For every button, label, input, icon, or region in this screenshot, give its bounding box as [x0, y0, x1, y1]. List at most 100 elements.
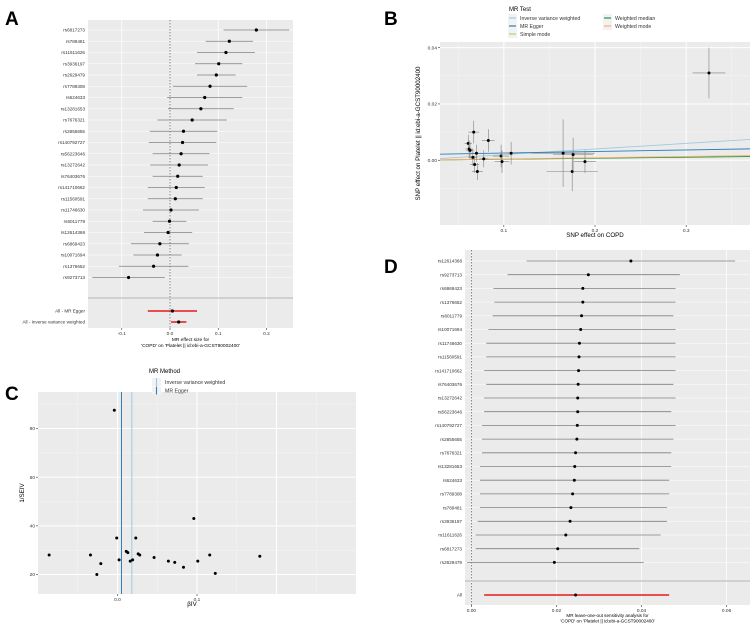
panel-a-snp-label: rs789481: [66, 39, 86, 44]
panel-c-point: [134, 536, 138, 540]
panel-b-fit-line: [439, 155, 751, 161]
panel-c-point: [138, 553, 142, 557]
panel-d-point: [576, 410, 580, 414]
panel-d-snp-label: rs624633: [443, 478, 463, 483]
panel-a-point: [224, 50, 228, 55]
panel-c-point: [117, 558, 121, 562]
panel-b-point: [475, 170, 479, 174]
panel-b-point: [474, 151, 478, 155]
panel-c-point: [208, 553, 212, 557]
panel-a-xtick-label: 0.1: [215, 331, 222, 337]
panel-d-snp-label: rs7676321: [440, 451, 462, 456]
panel-c-point: [181, 565, 185, 569]
panel-b-ytick-label: 0.04: [428, 45, 438, 51]
panel-d-point: [629, 259, 633, 263]
panel-a-point: [158, 242, 162, 246]
panel-c-point: [88, 553, 92, 557]
panel-b-xlabel: SNP effect on COPD: [566, 232, 624, 239]
panel-a-point: [126, 275, 131, 280]
panel-b-legend-label: Simple mode: [520, 32, 550, 38]
panel-d-snp-label: rs2855655: [440, 437, 462, 442]
panel-a-snp-label: rs624633: [66, 95, 86, 100]
panel-a-snp-label: rs6011779: [64, 219, 86, 224]
panel-a-point: [173, 197, 177, 201]
panel-d: rs12614368 rs9273713 rs6869423 rs1376652 rs6…: [435, 250, 750, 624]
panel-a-summary-label: All - MR Egger: [55, 309, 85, 314]
panel-c-point: [128, 559, 132, 563]
panel-d-point: [581, 286, 585, 290]
panel-a-point: [254, 28, 258, 32]
panel-c-point: [213, 571, 217, 575]
panel-a-point: [177, 163, 181, 167]
panel-a-xtick-label: 0.0: [167, 331, 174, 337]
panel-d-snp-label: rs6869423: [440, 286, 462, 291]
panel-d-point: [571, 492, 575, 496]
panel-a-point: [176, 174, 180, 178]
panel-b-point: [471, 155, 475, 159]
panel-b-point: [472, 130, 476, 134]
panel-a-snp-label: rs11560591: [61, 196, 85, 201]
panel-b-point: [500, 160, 504, 164]
panel-b-point: [473, 162, 477, 166]
panel-a-snp-label: rs6817273: [63, 28, 85, 33]
panel-d-xlabel: 'COPD' on 'Platelet || id:ebi-a-GCST9000…: [560, 619, 655, 624]
panel-a-summary-point: [177, 320, 181, 324]
panel-d-point: [576, 382, 580, 386]
panel-a-snp-label: rs6869423: [63, 241, 85, 246]
panel-d-snp-label: rs12614368: [438, 259, 463, 264]
panel-b-ytick-label: 0.02: [428, 102, 438, 108]
panel-c-point: [258, 554, 262, 558]
panel-d-snp-label: rs789481: [443, 505, 463, 510]
panel-a-point: [174, 185, 178, 190]
panel-a-xlabel: 'COPD' on 'Platelet || id:ebi-a-GCST9000…: [141, 343, 240, 349]
panel-a-point: [214, 73, 218, 77]
panel-d-background: [465, 250, 750, 605]
panel-c-point: [126, 551, 130, 555]
panel-c-ytick-label: 20: [30, 572, 36, 578]
panel-d-point: [577, 355, 581, 359]
panel-d-snp-label: rs2629479: [440, 560, 462, 565]
panel-d-snp-label: rs11560591: [438, 355, 462, 360]
panel-a-xlabel: MR effect size for: [172, 337, 210, 343]
panel-b-legend-label: Weighted mode: [615, 24, 651, 30]
panel-c-point: [131, 558, 135, 562]
panel-a-snp-label: rs12614368: [61, 230, 86, 235]
panel-d-xtick-label: 0.00: [467, 608, 477, 614]
panel-a-xtick-label: 0.2: [263, 331, 270, 337]
panel-a-snp-label: rs141710662: [58, 185, 85, 190]
panel-a-background: [88, 20, 293, 328]
panel-b-point: [468, 148, 472, 152]
panel-d-snp-label: rs7789308: [440, 492, 462, 497]
panel-b-ytick-label: 0.00: [428, 158, 438, 164]
panel-c-point: [173, 560, 177, 564]
panel-b-fit-line: [439, 138, 751, 160]
panel-a-snp-label: rs13281653: [61, 106, 86, 111]
panel-a-xtick-label: -0.1: [118, 331, 127, 337]
panel-d-point: [568, 519, 572, 523]
panel-a-snp-label: rs56223646: [61, 151, 86, 156]
panel-d-snp-label: rs6011779: [441, 314, 463, 319]
panel-b-legend-label: Weighted median: [615, 16, 655, 22]
panel-d-point: [572, 478, 576, 482]
panel-d-snp-label: rs11611626: [438, 533, 462, 538]
panel-a-snp-label: rs11611626: [61, 50, 85, 55]
panel-a-point: [169, 208, 173, 212]
panel-b-legend-title: MR Test: [509, 7, 531, 13]
panel-c-legend-title: MR Method: [149, 369, 180, 375]
panel-d-xlabel: MR leave-one-out sensitivity analysis fo…: [566, 613, 649, 618]
panel-d-snp-label: rs10071694: [438, 327, 463, 332]
panel-b-point: [571, 153, 575, 157]
panel-a-point: [167, 219, 172, 223]
panel-b: 0.1 0.2 0.3 0.00 0.02 0.04 SNP effect on COPD S…: [415, 7, 751, 239]
panel-d-xtick-label: 0.02: [552, 608, 562, 614]
panel-a-summary-point: [170, 309, 175, 313]
panel-a-point: [203, 95, 207, 100]
panel-a-snp-label: rs3936197: [63, 61, 85, 66]
panel-b-point: [482, 157, 486, 161]
panel-a-snp-label: rs1376652: [63, 264, 85, 269]
panel-d-point: [575, 423, 579, 427]
panel-d-point: [556, 547, 560, 551]
panel-d-snp-label: rs6817273: [440, 546, 462, 551]
panel-c-point: [196, 559, 200, 563]
